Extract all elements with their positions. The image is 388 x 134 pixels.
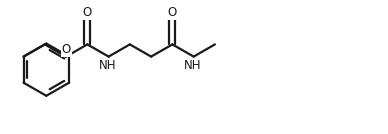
Text: NH: NH bbox=[99, 59, 116, 72]
Text: O: O bbox=[168, 6, 177, 19]
Text: O: O bbox=[61, 43, 71, 56]
Text: O: O bbox=[83, 6, 92, 19]
Text: NH: NH bbox=[184, 59, 202, 72]
